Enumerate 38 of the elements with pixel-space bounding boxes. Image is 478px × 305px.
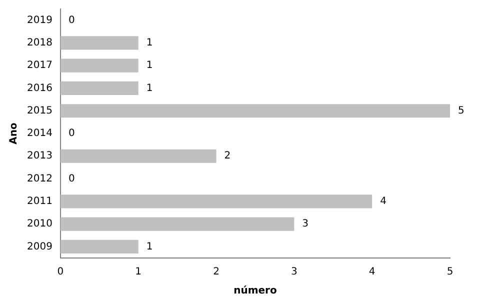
y-tick-label: 2010 (26, 218, 52, 230)
data-label: 4 (380, 196, 386, 208)
y-axis-title: Ano (8, 122, 20, 144)
data-label: 3 (302, 218, 309, 230)
x-tick-label: 3 (290, 266, 298, 278)
data-label: 1 (146, 38, 153, 49)
x-tick-label: 1 (135, 266, 142, 278)
data-label: 1 (146, 241, 153, 252)
bar (60, 149, 216, 163)
y-tick-label: 2012 (26, 173, 52, 184)
y-tick-label: 2009 (26, 241, 52, 252)
bar (60, 104, 450, 118)
x-tick-label: 4 (368, 266, 376, 278)
data-label: 1 (146, 82, 153, 94)
y-tick-label: 2017 (26, 60, 52, 72)
bar (60, 240, 138, 254)
data-label: 0 (68, 14, 75, 26)
bar (60, 58, 138, 72)
x-tick-label: 2 (213, 266, 220, 278)
y-tick-label: 2016 (26, 82, 52, 94)
y-tick-label: 2015 (26, 105, 52, 116)
data-label: 0 (68, 173, 75, 184)
y-tick-label: 2019 (26, 14, 52, 26)
y-tick-label: 2013 (26, 150, 52, 162)
x-axis-title: número (234, 286, 277, 297)
data-label: 2 (224, 150, 231, 162)
data-label: 1 (146, 60, 153, 72)
y-tick-label: 2011 (26, 196, 52, 208)
bar (60, 81, 138, 96)
bar (60, 36, 138, 50)
y-tick-label: 2014 (26, 128, 52, 140)
x-tick-label: 5 (446, 266, 454, 278)
bar (60, 194, 372, 208)
y-tick-label: 2018 (26, 38, 52, 49)
bar (60, 217, 294, 231)
data-label: 5 (458, 105, 464, 116)
data-label: 0 (68, 128, 75, 140)
x-tick-label: 0 (57, 266, 64, 278)
